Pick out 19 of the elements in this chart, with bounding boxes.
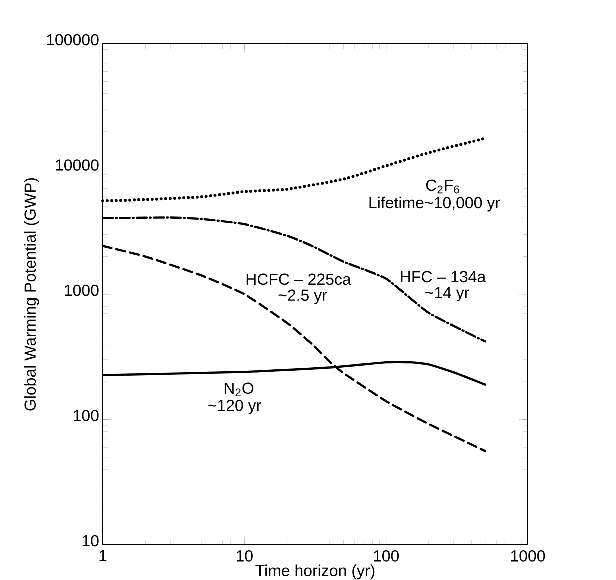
x-tick-label: 100 bbox=[374, 550, 400, 562]
x-axis-title: Time horizon (yr) bbox=[256, 564, 375, 580]
x-tick-label: 1 bbox=[100, 550, 107, 562]
annotation: ~120 yr bbox=[208, 400, 262, 414]
annotation: ~14 yr bbox=[426, 287, 470, 302]
x-tick-label: 10 bbox=[236, 550, 253, 562]
annotation: HFC – 134a bbox=[401, 271, 486, 283]
y-tick-label: 1000 bbox=[65, 284, 99, 296]
annotation: C$_{2}$F$_{6}$ bbox=[426, 180, 460, 194]
annotation: N$_{2}$O bbox=[224, 382, 254, 397]
y-tick-label: 100 bbox=[74, 410, 99, 422]
y-tick-label: 10000 bbox=[56, 160, 99, 171]
x-tick-label: 1000 bbox=[511, 550, 546, 562]
y-tick-label: 10 bbox=[82, 535, 99, 547]
y-tick-label: 100000 bbox=[47, 34, 99, 46]
annotation: Lifetime~10,000 yr bbox=[370, 196, 500, 212]
y-axis-title: Global Warming Potential (GWP) bbox=[24, 178, 40, 411]
annotation: ~2.5 yr bbox=[278, 290, 328, 304]
annotation: HCFC – 225ca bbox=[246, 274, 352, 286]
